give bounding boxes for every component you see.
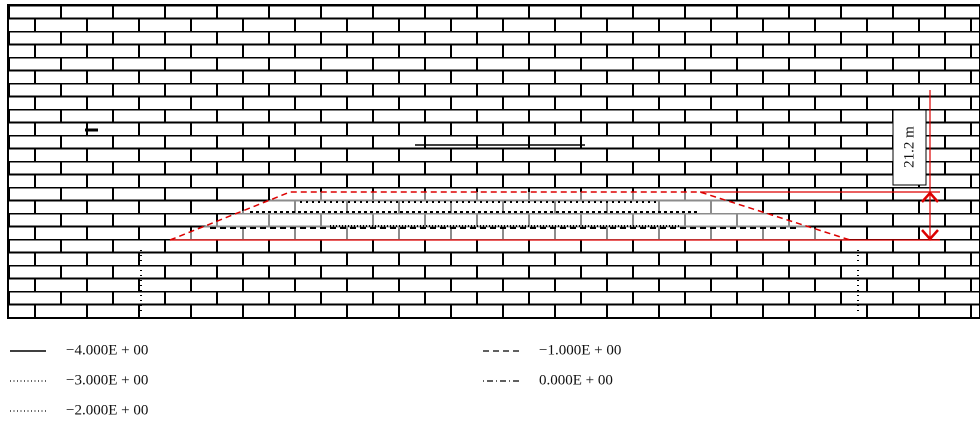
legend-label: 0.000E + 00	[539, 372, 613, 388]
legend-label: −1.000E + 00	[539, 342, 621, 358]
legend-label: −2.000E + 00	[66, 402, 148, 418]
legend-label: −4.000E + 00	[66, 342, 148, 358]
caving-boundary	[169, 191, 851, 241]
height-arrow	[921, 191, 939, 241]
legend-label: −3.000E + 00	[66, 372, 148, 388]
annotation-box	[892, 109, 927, 186]
brick-strata	[7, 4, 980, 319]
legend: −4.000E + 00 −3.000E + 00 −2.000E + 00 −1.0…	[10, 342, 621, 418]
annotation: 21.2 m	[901, 126, 917, 168]
block-model: 21.2 m	[7, 4, 980, 319]
broken-blocks	[85, 128, 800, 229]
